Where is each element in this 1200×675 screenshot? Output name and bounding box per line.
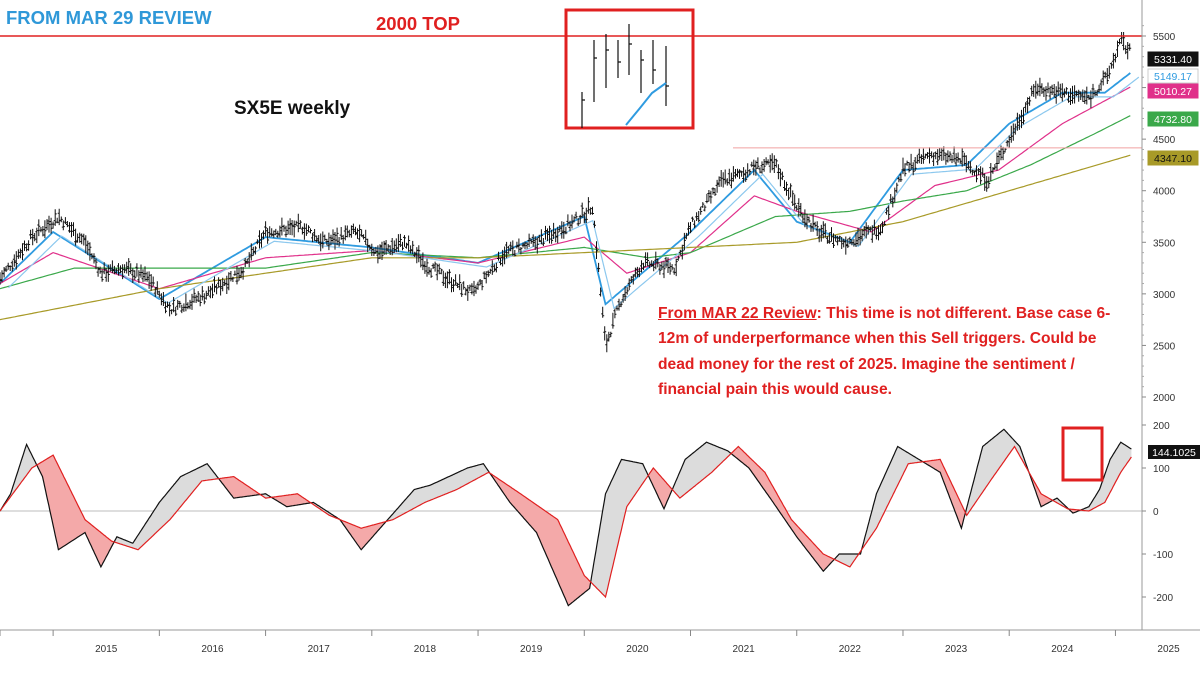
top-label: 2000 TOP	[376, 13, 460, 34]
ma-fast-line	[0, 72, 1131, 306]
price-tick-label: 5500	[1153, 32, 1176, 43]
year-label: 2023	[945, 644, 968, 655]
review-note-body: : This time is not different. Base case …	[658, 305, 1111, 398]
price-badge	[1147, 51, 1199, 67]
osc-fill-down	[490, 473, 592, 606]
oscillator-fill	[0, 429, 1132, 606]
review-note: From MAR 22 Review: This time is not dif…	[658, 301, 1128, 402]
osc-fill-down	[272, 493, 312, 507]
year-label: 2019	[520, 644, 543, 655]
price-badge	[1147, 111, 1199, 127]
ma-pink-line	[0, 86, 1131, 290]
osc-fill-down	[649, 468, 673, 509]
oscillator-signal-line	[0, 445, 1132, 599]
price-bar-series	[0, 32, 1132, 353]
osc-badge	[1148, 445, 1200, 459]
oscillator-main-line	[0, 428, 1132, 607]
ma-fast2-line	[8, 76, 1140, 310]
price-badge-label: 5149.17	[1154, 71, 1192, 83]
year-label: 2022	[839, 644, 862, 655]
osc-fill-up	[1052, 498, 1069, 510]
price-badge	[1147, 68, 1199, 84]
year-label: 2017	[308, 644, 331, 655]
year-label: 2016	[201, 644, 224, 655]
osc-fill-up	[835, 553, 860, 567]
osc-fill-up	[386, 463, 491, 522]
price-tick-label: 3500	[1153, 238, 1176, 249]
reference-lines	[0, 35, 1142, 149]
price-badges: 5331.40 5149.17 5010.27 4732.80 4347.10 144.1…	[1147, 51, 1200, 459]
review-title: FROM MAR 29 REVIEW	[6, 7, 212, 28]
year-label: 2025	[1157, 644, 1180, 655]
osc-fill-down	[218, 476, 262, 499]
oscillator-highlight-box	[1061, 426, 1104, 482]
osc-tick-label: -100	[1153, 550, 1173, 561]
price-tick-label: 2500	[1153, 341, 1176, 352]
moving-average-lines	[0, 72, 1140, 321]
price-tick-label: 3000	[1153, 290, 1176, 301]
price-badge	[1147, 150, 1199, 166]
inset-2000-top	[564, 8, 695, 130]
osc-fill-up	[672, 442, 732, 499]
ma-green-line	[0, 115, 1131, 290]
osc-tick-label: -200	[1153, 593, 1173, 604]
price-badge	[1147, 83, 1199, 99]
inset-price-bars	[581, 24, 669, 128]
osc-tick-label: 200	[1153, 421, 1170, 432]
instrument-title: SX5E weekly	[234, 98, 351, 119]
year-label: 2020	[626, 644, 649, 655]
year-label: 2021	[733, 644, 756, 655]
osc-fill-down	[1029, 473, 1053, 507]
ma-olive-line	[0, 154, 1131, 321]
year-label: 2024	[1051, 644, 1074, 655]
year-label: 2018	[414, 644, 437, 655]
price-tick-label: 4500	[1153, 135, 1176, 146]
year-label: 2015	[95, 644, 118, 655]
price-badge-label: 4347.10	[1154, 153, 1192, 165]
osc-badge-label: 144.1025	[1152, 447, 1196, 459]
price-tick-label: 2000	[1153, 393, 1176, 404]
osc-tick-label: 100	[1153, 464, 1170, 475]
osc-fill-up	[1081, 442, 1132, 511]
osc-fill-down	[731, 446, 835, 572]
osc-fill-down	[341, 520, 387, 550]
axes: 20002500300035004000450050005500-200-100…	[0, 0, 1200, 655]
osc-fill-up	[114, 463, 219, 550]
price-badge-label: 5010.27	[1154, 86, 1192, 98]
review-note-prefix: From MAR 22 Review	[658, 305, 817, 322]
inset-box	[564, 8, 695, 130]
price-bars	[0, 32, 1132, 353]
osc-tick-label: 0	[1153, 507, 1159, 518]
price-tick-label: 4000	[1153, 187, 1176, 198]
osc-fill-up	[0, 444, 38, 511]
inset-ma-line	[625, 82, 667, 126]
price-badge-label: 5331.40	[1154, 54, 1192, 66]
osc-fill-up	[862, 446, 924, 549]
price-badge-label: 4732.80	[1154, 114, 1192, 126]
oscillator-lines	[0, 426, 1132, 607]
